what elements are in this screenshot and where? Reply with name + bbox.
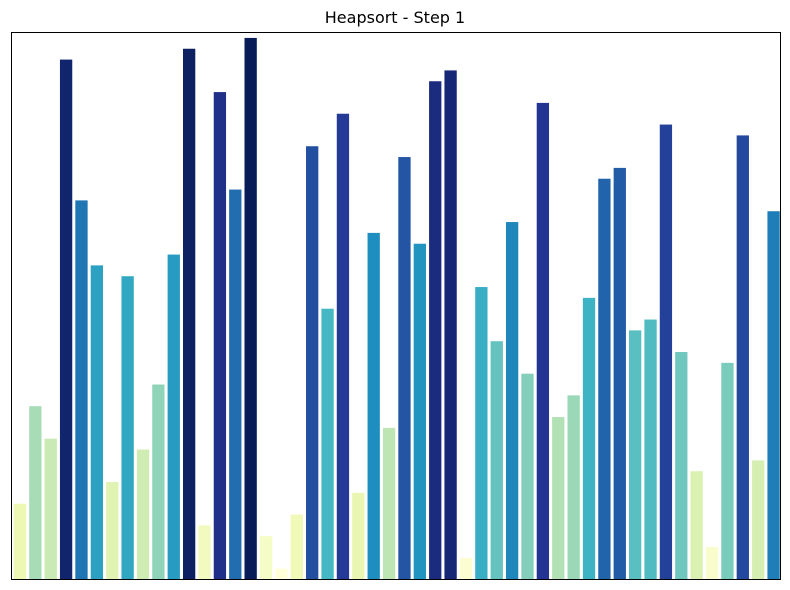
bar [705, 547, 719, 580]
bar [75, 200, 88, 580]
bar [275, 568, 288, 580]
bar [182, 48, 196, 580]
bar [459, 557, 473, 580]
chart-title: Heapsort - Step 1 [324, 8, 466, 27]
bar [213, 92, 227, 580]
bar [321, 308, 334, 580]
bar [629, 330, 642, 580]
bar [659, 124, 673, 580]
bar [290, 514, 303, 580]
bar [536, 102, 550, 580]
bar [613, 167, 626, 580]
bar [229, 189, 242, 580]
plot-frame [11, 32, 781, 580]
bar [567, 395, 580, 580]
bar [121, 276, 134, 580]
bar [244, 37, 257, 580]
bar [675, 352, 688, 580]
bar [13, 503, 27, 580]
bar [690, 471, 703, 580]
bar [413, 243, 426, 580]
bar [106, 482, 119, 580]
bar [429, 81, 442, 580]
bar [552, 417, 565, 580]
bar [644, 319, 657, 580]
bar [505, 222, 519, 580]
bar [198, 525, 211, 580]
bar [382, 427, 396, 580]
bar [398, 157, 411, 580]
bar [721, 362, 734, 580]
bar [582, 297, 596, 580]
bar [336, 113, 350, 580]
bar [521, 373, 534, 580]
bar [59, 59, 73, 580]
bar [29, 406, 42, 580]
bar [475, 287, 488, 580]
bar [767, 211, 780, 580]
bar [306, 146, 319, 580]
bar [352, 492, 365, 580]
bar [44, 438, 57, 580]
bar [490, 341, 503, 580]
bar [444, 70, 457, 580]
bar [259, 536, 273, 580]
bar [167, 254, 180, 580]
bar [152, 384, 165, 580]
bar [90, 265, 104, 580]
bar [598, 178, 611, 580]
bars-group [13, 37, 780, 580]
bar [367, 232, 380, 580]
bar [752, 460, 765, 580]
bar [736, 135, 749, 580]
bar [136, 449, 150, 580]
